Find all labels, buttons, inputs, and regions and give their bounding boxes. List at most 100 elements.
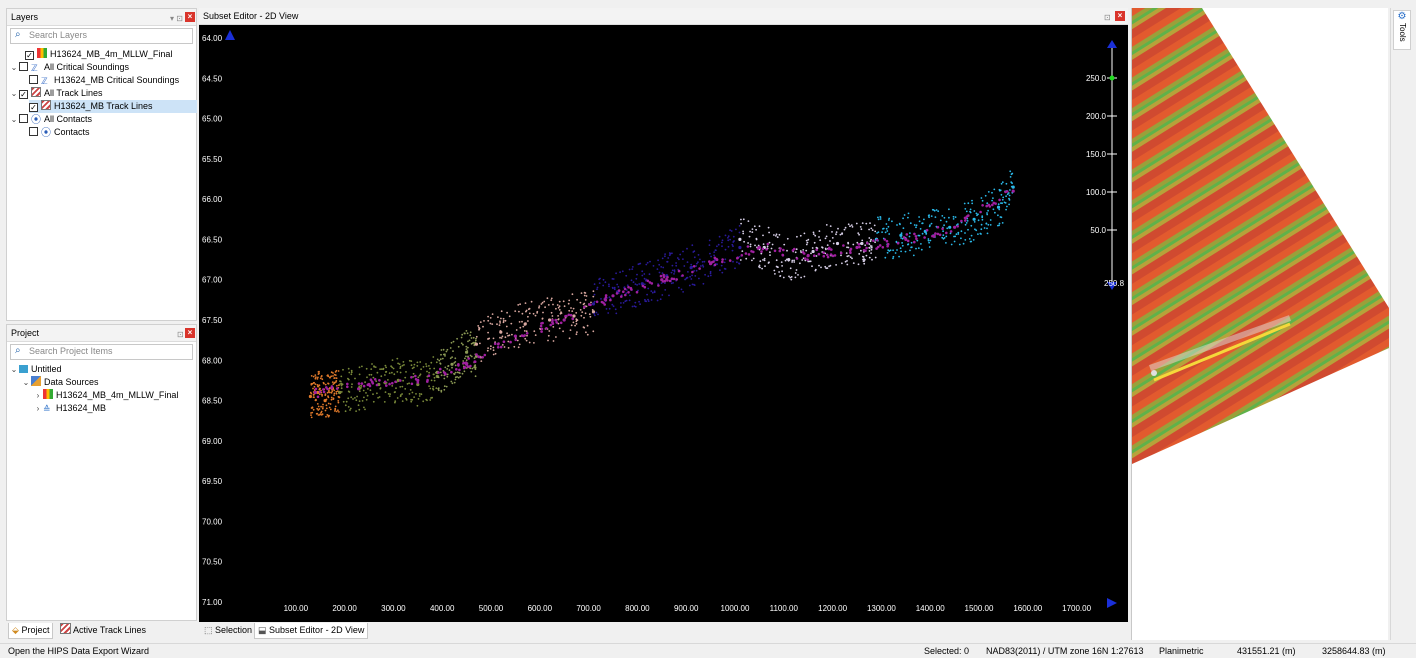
scatter-point [399,365,402,368]
scatter-point [815,255,818,257]
scatter-point [957,223,959,226]
layer-item-track-lines-group[interactable]: ⌄ ✓ All Track Lines [9,87,103,100]
scatter-point [820,266,822,269]
tab-subset-editor-2d[interactable]: ⬓ Subset Editor - 2D View [254,623,369,639]
scatter-point [346,382,349,386]
project-item-mb[interactable]: › ≙ H13624_MB [33,402,106,415]
tab-active-track-lines[interactable]: Active Track Lines [57,623,149,638]
scatter-point [703,260,706,263]
scatter-point [630,288,633,291]
scatter-point [753,225,756,228]
scatter-point [334,374,337,376]
checkbox[interactable]: ✓ [19,90,28,99]
pin-icon[interactable]: ▾ ⊡ [170,14,183,23]
project-item-surface[interactable]: › H13624_MB_4m_MLLW_Final [33,389,178,402]
checkbox[interactable] [19,62,28,71]
scatter-point [318,390,322,394]
scatter-point [379,368,381,371]
layer-item-critical-soundings-group[interactable]: ⌄ ℤ All Critical Soundings [9,61,129,74]
chevron-right-icon[interactable]: › [36,404,40,413]
pin-icon[interactable]: ⊡ [177,330,184,339]
chevron-down-icon[interactable]: ⌄ [22,378,30,387]
layer-item-contacts[interactable]: ⦿ Contacts [29,126,90,139]
selection-track-line[interactable] [1153,322,1291,382]
scatter-point [358,373,361,376]
scatter-point [627,285,630,289]
chevron-down-icon[interactable]: ⌄ [10,89,18,98]
project-search-input[interactable]: ⌕ Search Project Items [10,344,193,360]
scatter-point [330,371,333,374]
scatter-point [669,252,672,255]
scatter-point [850,224,853,227]
layer-item-contacts-group[interactable]: ⌄ ⦿ All Contacts [9,113,92,126]
scatter-point [865,254,868,257]
chevron-down-icon[interactable]: ⌄ [10,115,18,124]
scatter-point [487,315,489,318]
layer-item-surface[interactable]: ✓ H13624_MB_4m_MLLW_Final [15,48,172,61]
scatter-point [687,271,689,273]
scatter-point [410,364,413,367]
scatter-point [350,373,353,376]
tab-selection[interactable]: ⬚ Selection [201,623,255,638]
scatter-point [862,258,864,261]
scatter-point [593,312,596,315]
project-item-untitled[interactable]: ⌄ Untitled [9,363,62,376]
scatter-point [340,391,343,393]
checkbox[interactable]: ✓ [25,51,34,60]
chevron-down-icon[interactable]: ⌄ [10,365,18,374]
scatter-point [935,209,938,211]
layers-search-input[interactable]: ⌕ Search Layers [10,28,193,44]
close-icon[interactable]: × [185,12,195,22]
scatter-point [732,260,734,263]
scatter-point [908,235,911,238]
tools-button[interactable]: ⚙ Tools [1393,10,1411,50]
scatter-point [341,383,343,386]
project-item-data-sources[interactable]: ⌄ Data Sources [21,376,99,389]
scatter-point [856,241,859,244]
checkbox[interactable]: ✓ [29,103,38,112]
tab-project[interactable]: ⬙ Project [8,623,54,639]
scatter-point [397,362,399,365]
x-tick-label: 800.00 [625,604,650,613]
map-view-panel[interactable] [1131,8,1389,640]
scatter-point [547,304,550,306]
scatter-point [613,286,616,289]
scatter-point [670,282,673,285]
tab-label: Project [21,625,50,635]
chevron-right-icon[interactable]: › [36,391,40,400]
project-item-label: Data Sources [44,377,99,387]
scatter-point [637,289,639,292]
scatter-point [316,384,319,386]
layer-item-critical-soundings[interactable]: ℤ H13624_MB Critical Soundings [29,74,179,87]
scatter-point [716,245,718,248]
scatter-point [709,272,712,275]
close-icon[interactable]: × [185,328,195,338]
map-canvas[interactable] [1132,8,1389,640]
subset-scatter-plot[interactable]: 64.00 64.50 65.00 65.50 66.00 66.50 67.00 67.50… [199,24,1128,622]
scatter-point [658,271,661,274]
scatter-point [768,241,771,244]
scatter-point [776,266,779,268]
side-scale-slider-handle[interactable] [1109,75,1115,81]
checkbox[interactable] [19,114,28,123]
scatter-point [318,393,321,396]
checkbox[interactable] [29,75,38,84]
scatter-point [483,320,485,322]
pin-icon[interactable]: ⊡ [1104,13,1111,22]
scatter-point [502,340,506,344]
close-icon[interactable]: × [1115,11,1125,21]
checkbox[interactable] [29,127,38,136]
scatter-point [709,252,711,255]
scatter-point [927,238,930,240]
scatter-point [704,273,706,276]
scatter-point [611,278,614,280]
x-tick-label: 1200.00 [818,604,847,613]
chevron-down-icon[interactable]: ⌄ [10,63,18,72]
scatter-point [948,208,950,211]
scatter-point [994,202,997,205]
track-line-handle[interactable] [1151,370,1157,376]
scatter-point [312,387,314,390]
scatter-point [311,411,314,414]
scatter-point [503,346,506,348]
layer-item-track-lines[interactable]: ✓ H13624_MB Track Lines [29,100,197,113]
